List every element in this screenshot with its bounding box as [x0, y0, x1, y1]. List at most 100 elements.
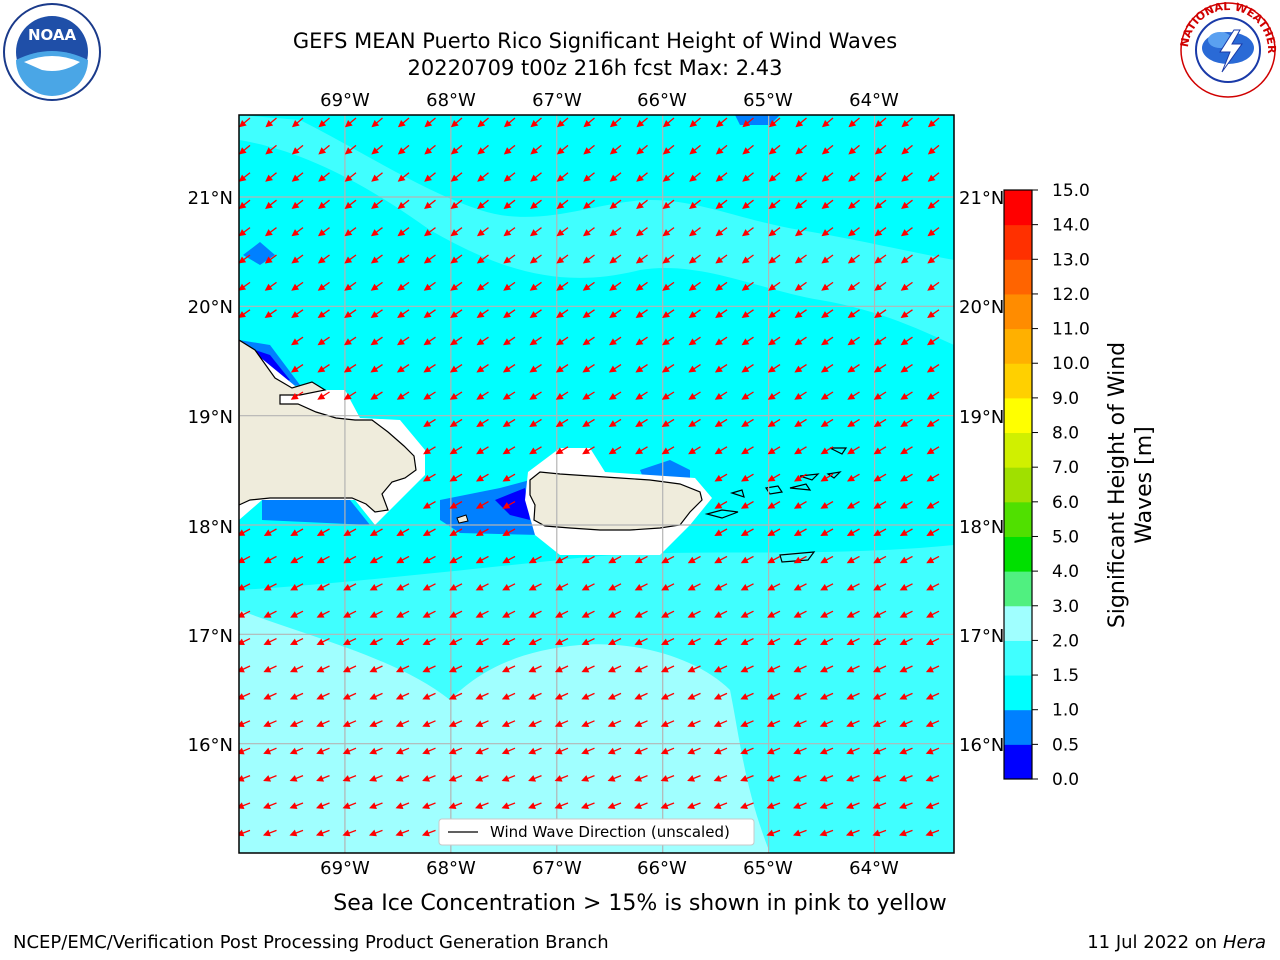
- wave-arrow-head: [371, 119, 380, 128]
- map-legend: Wind Wave Direction (unscaled): [438, 818, 755, 846]
- colorbar-swatch: [1004, 293, 1032, 330]
- wave-arrow-head: [901, 201, 909, 210]
- wave-arrow-head: [609, 174, 618, 182]
- wave-arrow-head: [662, 229, 671, 237]
- colorbar-tick-label: 0.5: [1052, 735, 1079, 755]
- wave-arrow-head: [792, 829, 801, 837]
- wave-arrow-head: [847, 283, 856, 291]
- lat-tick-right: 21°N: [959, 188, 1004, 209]
- wave-arrow-head: [475, 584, 484, 591]
- wave-arrow-head: [502, 584, 511, 591]
- wave-arrow-head: [846, 638, 855, 645]
- wave-arrow-head: [395, 747, 404, 755]
- wave-arrow-head: [396, 611, 405, 618]
- wave-arrow-head: [317, 283, 326, 291]
- wave-arrow-head: [635, 229, 644, 237]
- wave-arrow-head: [793, 802, 801, 809]
- wave-arrow-head: [607, 775, 616, 782]
- wave-arrow-head: [424, 119, 433, 128]
- wave-arrow-head: [422, 502, 431, 509]
- wave-arrow-head: [636, 119, 645, 128]
- colorbar-tick-label: 1.5: [1052, 666, 1079, 686]
- wave-arrow-head: [370, 256, 379, 264]
- wave-arrow-head: [503, 311, 511, 319]
- wave-arrow-head: [795, 119, 804, 128]
- wave-arrow-head: [714, 611, 723, 618]
- wave-arrow-head: [449, 365, 458, 373]
- wave-arrow-head: [768, 174, 777, 182]
- wave-arrow-head: [714, 502, 723, 509]
- wave-arrow-head: [342, 775, 351, 782]
- colorbar-label-line1: Significant Height of Wind: [1105, 342, 1130, 628]
- wave-arrow-head: [821, 174, 830, 182]
- wave-arrow-head: [714, 556, 723, 564]
- wave-arrow-head: [925, 638, 934, 645]
- wave-arrow-head: [715, 119, 724, 128]
- wave-arrow-head: [634, 638, 643, 645]
- colorbar-tick-label: 12.0: [1052, 285, 1090, 305]
- wave-arrow-head: [900, 420, 909, 428]
- wave-arrow-head: [636, 201, 644, 210]
- wave-arrow-head: [475, 720, 484, 727]
- wave-arrow-head: [291, 174, 300, 182]
- wave-arrow-head: [422, 747, 431, 755]
- colorbar-tick-label: 14.0: [1052, 216, 1090, 236]
- colorbar-swatch: [1004, 467, 1032, 503]
- wave-arrow-head: [448, 775, 457, 782]
- wave-arrow-head: [239, 693, 245, 700]
- wave-arrow-head: [634, 611, 643, 618]
- wave-arrow-head: [239, 611, 246, 618]
- wave-arrow-head: [820, 556, 829, 564]
- wave-arrow-head: [794, 474, 802, 482]
- wave-arrow-head: [291, 229, 300, 237]
- wave-arrow-head: [873, 502, 882, 509]
- wave-arrow-head: [688, 338, 697, 346]
- wave-arrow-head: [581, 747, 590, 755]
- wave-arrow-head: [819, 775, 828, 782]
- wave-arrow-head: [556, 283, 565, 291]
- wave-arrow-head: [873, 474, 882, 482]
- wave-arrow-head: [423, 365, 432, 373]
- colorbar-tick-label: 9.0: [1052, 389, 1079, 409]
- wave-arrow-head: [793, 747, 802, 755]
- lon-ticks-bottom: 69°W 68°W 67°W 66°W 65°W 64°W: [320, 858, 899, 879]
- wave-arrow-head: [740, 693, 749, 700]
- wave-arrow-head: [874, 174, 883, 182]
- wave-arrow-head: [423, 256, 432, 264]
- wave-arrow-head: [741, 338, 750, 346]
- wave-arrow-head: [289, 775, 298, 782]
- wave-arrow-head: [554, 638, 563, 645]
- wave-arrow-head: [767, 584, 776, 591]
- wave-arrow-head: [239, 747, 245, 755]
- wave-arrow-head: [874, 229, 883, 237]
- wave-arrow-head: [926, 502, 935, 509]
- wave-arrow-head: [342, 638, 351, 645]
- wave-arrow-head: [900, 365, 909, 373]
- nws-logo: NATIONAL WEATHER SERVICE: [1176, 0, 1278, 98]
- wave-arrow-head: [794, 365, 803, 373]
- wave-arrow-head: [634, 720, 643, 727]
- wave-arrow-head: [689, 119, 698, 128]
- wave-arrow-head: [687, 802, 695, 809]
- wave-arrow-head: [449, 611, 458, 618]
- wave-arrow-head: [660, 802, 669, 809]
- wave-arrow-head: [767, 611, 776, 618]
- wave-arrow-head: [768, 311, 776, 319]
- wave-arrow-head: [872, 720, 881, 727]
- wave-arrow-head: [501, 802, 510, 809]
- wave-arrow-head: [556, 229, 565, 237]
- wave-arrow-head: [714, 392, 723, 400]
- wave-arrow-head: [239, 201, 247, 209]
- wave-arrow-head: [265, 119, 274, 128]
- colorbar: 0.0 0.5 1.0 1.5 2.0 3.0 4.0 5.0 6.0 7.0 8.0 9.0 10.0…: [1003, 181, 1090, 790]
- colorbar-tick-label: 2.0: [1052, 631, 1079, 651]
- wave-arrow-head: [608, 392, 617, 400]
- wave-arrow-head: [899, 584, 908, 591]
- colorbar-swatch: [1004, 571, 1032, 607]
- lat-tick-left: 20°N: [188, 297, 233, 318]
- wave-arrow-head: [768, 201, 777, 210]
- wave-arrow-head: [819, 638, 828, 645]
- wave-arrow-head: [740, 665, 749, 673]
- wave-arrow-head: [793, 720, 802, 727]
- wave-arrow-head: [899, 611, 908, 618]
